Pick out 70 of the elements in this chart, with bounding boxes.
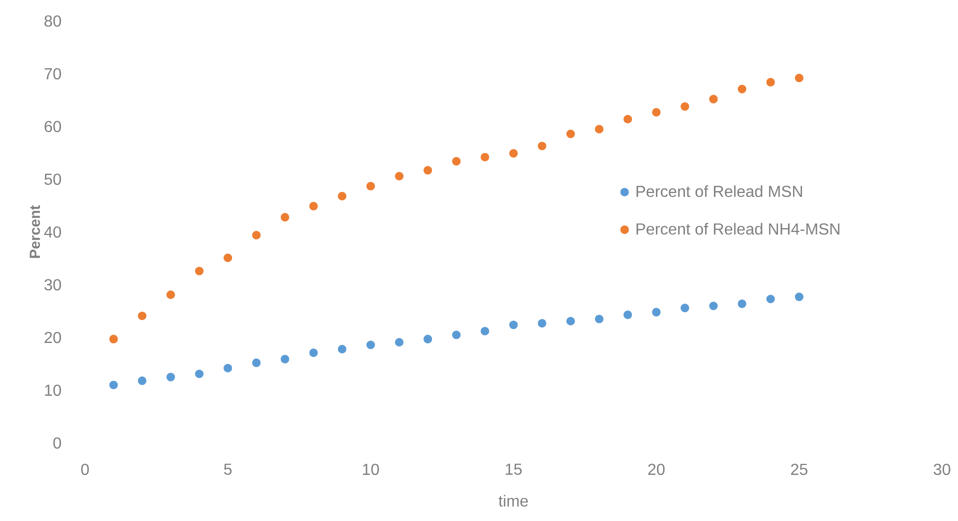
point — [338, 344, 346, 354]
point — [509, 149, 518, 158]
y-tick-label: 10 — [45, 384, 62, 396]
point — [224, 254, 232, 262]
point — [623, 114, 632, 124]
point — [594, 314, 604, 324]
point — [366, 182, 375, 190]
point — [309, 348, 318, 358]
point — [224, 364, 232, 372]
point — [109, 334, 118, 344]
point — [138, 312, 146, 320]
point — [709, 94, 718, 104]
point — [424, 166, 432, 175]
y-tick-label: 50 — [44, 174, 62, 185]
x-tick-label: 0 — [81, 464, 89, 476]
point — [566, 130, 575, 138]
point — [766, 78, 775, 86]
point — [680, 102, 690, 111]
y-tick-label: 30 — [44, 279, 62, 290]
point — [424, 334, 432, 344]
point — [623, 310, 632, 320]
point — [394, 338, 404, 347]
point — [166, 290, 175, 300]
point — [652, 108, 661, 117]
y-tick-label: 80 — [44, 15, 62, 27]
legend-label: Percent of Relead NH4-MSN — [636, 222, 840, 235]
point — [652, 308, 661, 316]
point — [766, 294, 775, 304]
x-tick-label: 25 — [791, 464, 808, 476]
x-tick-label: 15 — [506, 464, 522, 475]
point — [594, 124, 604, 134]
point — [538, 142, 546, 150]
y-tick-label: 0 — [53, 437, 62, 449]
point — [709, 302, 718, 310]
point — [195, 370, 204, 378]
legend-label: Percent of Relead MSN — [636, 185, 802, 198]
x-tick-label: 20 — [648, 464, 665, 476]
x-axis-title: time — [498, 494, 528, 507]
point — [280, 354, 290, 364]
y-axis-title: Percent — [30, 205, 40, 258]
point — [195, 266, 204, 276]
point — [480, 326, 490, 336]
point — [309, 202, 318, 210]
point — [680, 304, 690, 312]
point — [538, 318, 546, 328]
x-tick-label: 5 — [224, 464, 232, 475]
point — [138, 376, 146, 386]
point — [452, 157, 461, 166]
y-tick-label: 70 — [44, 68, 62, 80]
point — [252, 358, 261, 368]
point — [794, 74, 804, 82]
x-tick-label: 30 — [934, 464, 950, 476]
y-tick-label: 20 — [44, 332, 62, 344]
point — [252, 230, 261, 240]
point — [566, 316, 575, 326]
y-tick-label: 60 — [44, 120, 62, 132]
point — [452, 330, 461, 340]
point — [794, 292, 804, 302]
point — [338, 192, 346, 200]
y-tick-label: 40 — [44, 226, 62, 238]
point — [280, 212, 290, 222]
x-tick-label: 10 — [362, 464, 379, 476]
point — [109, 380, 118, 390]
point — [394, 172, 404, 180]
point — [738, 84, 746, 94]
point — [509, 320, 518, 330]
point — [480, 152, 490, 162]
point — [738, 299, 746, 308]
point — [366, 340, 375, 350]
point — [166, 372, 175, 382]
